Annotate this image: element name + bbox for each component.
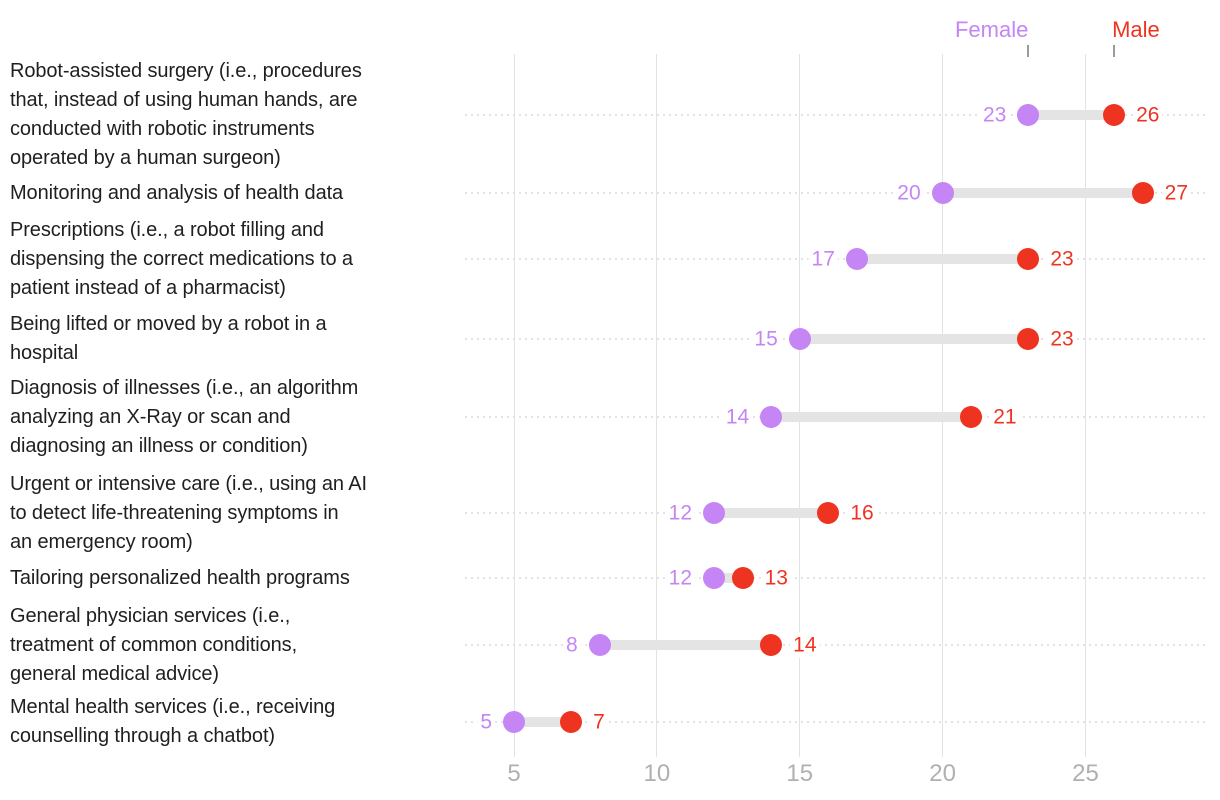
- x-tick-label: 25: [1072, 760, 1099, 787]
- x-tick-label: 15: [786, 760, 814, 787]
- dumbbell-connector: [714, 508, 829, 518]
- male-dot: [560, 711, 583, 733]
- category-label: Mental health services (i.e., receiving …: [10, 696, 336, 747]
- dumbbell-connector: [799, 334, 1029, 344]
- male-value-label: 16: [847, 500, 877, 526]
- male-dot: [1131, 182, 1154, 204]
- category-label: Robot-assisted surgery (i.e., procedures…: [10, 60, 362, 169]
- gridline: [513, 54, 515, 757]
- female-value-label: 20: [894, 180, 924, 206]
- dumbbell-connector: [714, 573, 743, 583]
- x-tick-label: 10: [643, 760, 671, 787]
- female-value-label: 23: [979, 102, 1010, 128]
- female-dot: [931, 182, 954, 204]
- gridline: [1085, 54, 1086, 757]
- male-dot: [1017, 328, 1040, 350]
- female-dot: [588, 634, 611, 656]
- female-value-label: 14: [722, 404, 753, 430]
- category-label: Diagnosis of illnesses (i.e., an algorit…: [10, 376, 359, 457]
- female-value-label: 12: [665, 565, 696, 591]
- dumbbell-connector: [1028, 110, 1115, 120]
- category-label: Being lifted or moved by a robot in a ho…: [10, 313, 327, 364]
- male-dot: [960, 406, 983, 428]
- female-value-label: 15: [751, 326, 781, 352]
- female-dot: [760, 406, 783, 428]
- category-label: General physician services (i.e., treatm…: [10, 604, 298, 685]
- category-label: Urgent or intensive care (i.e., using an…: [10, 472, 367, 553]
- female-dot: [845, 248, 868, 270]
- row-dotted-line: [465, 192, 1208, 194]
- male-value-label: 14: [790, 632, 820, 658]
- row-dotted-line: [465, 577, 1208, 579]
- dumbbell-connector: [856, 254, 1029, 264]
- female-dot: [703, 502, 726, 524]
- male-value-label: 23: [1047, 246, 1077, 272]
- gridline: [656, 54, 658, 757]
- category-label: Tailoring personalized health programs: [10, 566, 350, 589]
- dumbbell-connector: [771, 412, 972, 422]
- dumbbell-connector: [599, 640, 772, 650]
- legend-male-label: Male: [1112, 17, 1160, 42]
- male-value-label: 13: [761, 565, 791, 591]
- female-value-label: 17: [808, 246, 838, 272]
- male-value-label: 23: [1047, 326, 1077, 352]
- female-dot: [503, 711, 525, 733]
- x-tick-label: 5: [507, 760, 521, 787]
- gridline: [799, 54, 801, 757]
- dumbbell-connector: [514, 717, 572, 727]
- legend-female-label: Female: [954, 17, 1029, 42]
- legend-male-tick-mark: [1113, 45, 1116, 57]
- female-value-label: 8: [563, 632, 581, 658]
- gridline: [942, 54, 944, 757]
- legend-female-tick-mark: [1027, 45, 1030, 57]
- female-dot: [703, 567, 726, 589]
- male-value-label: 27: [1161, 180, 1191, 206]
- male-dot: [1017, 248, 1040, 270]
- male-value-label: 21: [990, 404, 1020, 430]
- female-value-label: 5: [477, 709, 495, 735]
- dumbbell-connector: [942, 188, 1143, 198]
- male-dot: [1103, 104, 1126, 126]
- male-value-label: 26: [1133, 102, 1163, 128]
- female-dot: [788, 328, 811, 350]
- female-value-label: 12: [665, 500, 696, 526]
- male-dot: [817, 502, 840, 524]
- row-dotted-line: [465, 114, 1208, 116]
- row-dotted-line: [465, 644, 1208, 646]
- category-label: Prescriptions (i.e., a robot filling and…: [10, 218, 353, 299]
- row-dotted-line: [465, 721, 1208, 723]
- x-tick-label: 20: [929, 760, 956, 787]
- male-dot: [731, 567, 754, 589]
- male-dot: [760, 634, 783, 656]
- category-label: Monitoring and analysis of health data: [10, 181, 344, 204]
- female-dot: [1017, 104, 1040, 126]
- male-value-label: 7: [590, 709, 608, 735]
